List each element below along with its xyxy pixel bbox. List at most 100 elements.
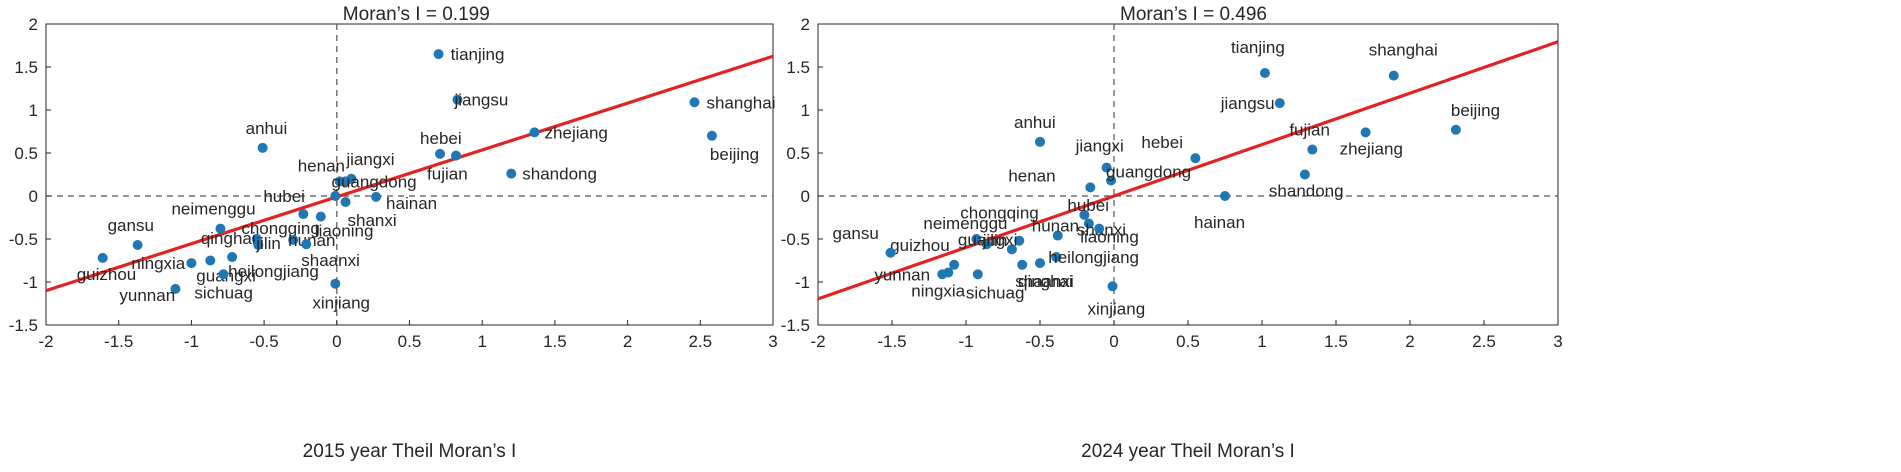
point-label-liaoning: liaoning [1080,228,1139,247]
point-label-guizhou: guizhou [77,265,137,284]
point-label-jiangsu: jiangsu [453,91,508,110]
point-label-jilin: jilin [255,234,281,253]
data-point-tianjing [433,49,444,60]
scatter-panel-2: -2 -1.5 -1 -0.5 0 0.5 1 1.5 2 2.5 3-1.5-1-0.500.51… [781,4,1563,462]
point-label-hunan: hunan [288,231,335,250]
y-tick-label: 0 [801,187,810,206]
data-point-xinjiang [330,278,341,289]
x-tick-label: -1 [184,332,199,351]
data-point-fujian [1307,144,1318,155]
y-tick-label: 2 [29,15,38,34]
point-label-shaanxi: shaanxi [1015,272,1074,291]
point-label-anhui: anhui [246,119,288,138]
x-tick-label: -0.5 [1025,332,1054,351]
data-point-shandong [506,168,517,179]
x-tick-label: 3 [1553,332,1562,351]
point-label-anhui: anhui [1014,113,1056,132]
data-point-hubei [330,191,341,201]
data-point-shanghai [1388,70,1399,81]
point-label-liaoning: liaoning [315,222,374,241]
x-tick-label: 0.5 [398,332,422,351]
point-label-ningxia: ningxia [131,254,185,273]
point-label-shanghai: shanghai [706,93,775,112]
data-point-jilin [981,239,992,250]
chart-title: Moran’s I = 0.199 [343,4,490,25]
data-point-guangdong [1106,175,1117,186]
data-point-shandong [1299,169,1310,180]
data-point-hubei [1079,209,1090,220]
point-label-hebei: hebei [420,129,462,148]
data-point-heilongjiang [227,252,238,263]
data-point-shaanxi [1017,259,1028,270]
y-tick-label: 0 [29,187,38,206]
data-point-neimenggu [215,223,226,234]
point-label-heilongjiang: heilongjiang [1048,248,1139,267]
point-label-jiangsu: jiangsu [1220,94,1275,113]
point-label-jiangxi: jiangxi [1075,137,1124,156]
point-label-beijing: beijing [1451,101,1500,120]
point-label-fujian: fujian [427,165,468,184]
data-point-jiangsu [452,94,463,105]
data-point-guizhou [949,259,960,270]
data-point-beijing [1450,124,1461,135]
x-tick-label: 3 [768,332,777,351]
point-label-henan: henan [298,156,345,175]
point-label-jiangxi: jiangxi [345,150,394,169]
point-label-neimenggu: neimenggu [171,200,255,219]
data-point-shanxi [1083,218,1094,229]
x-tick-label: 1 [477,332,486,351]
data-point-zhejiang [1360,127,1371,138]
point-label-guangdong: guangdong [332,172,417,191]
point-label-gansu: gansu [833,224,879,243]
point-label-beijing: beijing [710,145,759,164]
point-label-hebei: hebei [1141,133,1183,152]
point-label-shanxi: shanxi [348,211,397,230]
point-label-gansu: gansu [108,216,154,235]
point-label-shandong: shandong [1269,182,1344,201]
x-axis-label: 2015 year Theil Moran’s I [303,441,517,462]
data-point-hainan [1220,191,1230,201]
data-point-ningxia [943,267,954,278]
x-tick-label: 1 [1257,332,1266,351]
data-point-henan [1085,182,1096,193]
point-label-hubei: hubei [263,187,305,206]
point-label-ningxia: ningxia [911,282,965,301]
y-tick-label: 1.5 [14,58,38,77]
y-tick-label: -0.5 [9,230,38,249]
point-label-heilongjiang: heilongjiang [228,262,319,281]
data-point-guangxi [1006,244,1017,255]
point-label-jilin: jilin [982,231,1008,250]
scatter-panel-1: -2 -1.5 -1 -0.5 0 0.5 1 1.5 2 2.5 3-1.5-1-0.500.51… [9,4,778,462]
point-label-tianjing: tianjing [1231,38,1285,57]
x-tick-label: 2 [623,332,632,351]
x-tick-label: -1.5 [104,332,133,351]
y-tick-label: 1 [801,101,810,120]
data-point-jilin [253,240,264,251]
point-label-shanghai: shanghai [1369,41,1438,60]
y-tick-label: -1 [795,273,810,292]
regression-line [45,54,774,293]
x-tick-label: -0.5 [249,332,278,351]
point-label-qinghai: qinghai [201,229,256,248]
data-point-gansu [885,247,896,258]
point-label-hainan: hainan [386,194,437,213]
data-point-sichuag [218,269,229,280]
x-axis-label: 2024 year Theil Moran’s I [1081,441,1295,462]
x-tick-label: -1.5 [877,332,906,351]
x-tick-label: 0 [332,332,341,351]
data-point-qinghai [1035,258,1045,269]
point-label-yunnan: yunnan [874,265,930,284]
data-point-xinjiang [1107,281,1118,292]
point-label-fujian: fujian [1289,121,1330,140]
point-label-chongqing: chongqing [241,219,319,238]
point-label-sichuag: sichuag [966,283,1025,302]
point-label-guangdong: guangdong [1106,163,1191,182]
data-point-guizhou [97,252,108,263]
point-label-hunan: hunan [1032,217,1079,236]
data-point-anhui [1035,136,1045,147]
point-label-guizhou: guizhou [890,236,950,255]
point-label-xinjiang: xinjiang [1088,299,1146,318]
point-label-zhejiang: zhejiang [545,123,608,142]
point-label-tianjing: tianjing [451,45,505,64]
